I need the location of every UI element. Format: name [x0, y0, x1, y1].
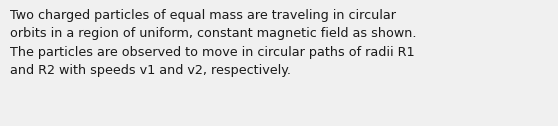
Text: Two charged particles of equal mass are traveling in circular
orbits in a region: Two charged particles of equal mass are … — [10, 9, 416, 77]
